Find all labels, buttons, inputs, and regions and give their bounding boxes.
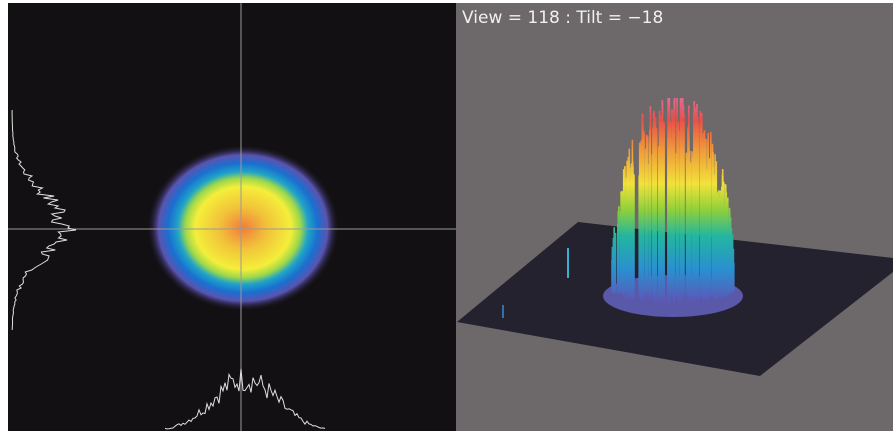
view-tilt-label: View = 118 : Tilt = −18 <box>462 8 663 28</box>
beam-profiler-screen: View = 118 : Tilt = −18 <box>0 0 893 433</box>
beam-image <box>147 145 339 311</box>
